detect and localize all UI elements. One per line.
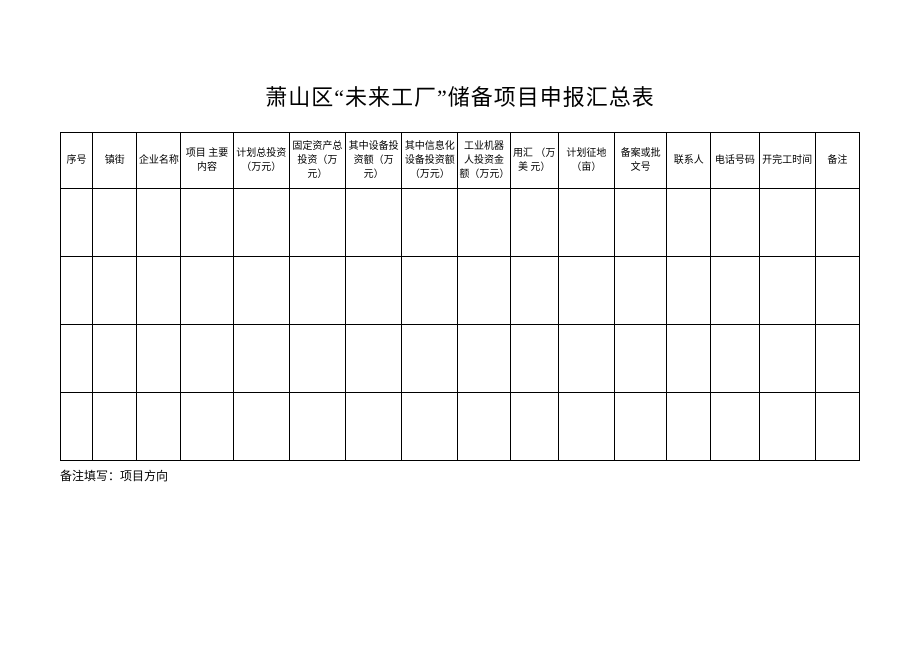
table-cell: [458, 257, 510, 325]
table-cell: [815, 325, 859, 393]
table-header: 序号: [61, 133, 93, 189]
table-cell: [759, 325, 815, 393]
table-cell: [346, 257, 402, 325]
table-header: 用汇 （万美 元）: [510, 133, 558, 189]
table-cell: [558, 393, 614, 461]
table-cell: [667, 393, 711, 461]
page-title: 萧山区“未来工厂”储备项目申报汇总表: [60, 80, 860, 112]
table-cell: [346, 189, 402, 257]
table-cell: [614, 393, 666, 461]
table-header: 项目 主要内容: [181, 133, 233, 189]
table-header-row: 序号 镇街 企业名称 项目 主要内容 计划总投资 （万元） 固定资产总 投资（万…: [61, 133, 860, 189]
summary-table: 序号 镇街 企业名称 项目 主要内容 计划总投资 （万元） 固定资产总 投资（万…: [60, 132, 860, 461]
table-header: 其中设备投 资额（万 元）: [346, 133, 402, 189]
table-cell: [711, 325, 759, 393]
table-row: [61, 325, 860, 393]
table-cell: [61, 189, 93, 257]
table-header: 其中信息化 设备投资额 （万元）: [402, 133, 458, 189]
table-cell: [759, 257, 815, 325]
table-header: 计划总投资 （万元）: [233, 133, 289, 189]
table-cell: [510, 189, 558, 257]
table-cell: [815, 393, 859, 461]
table-cell: [711, 189, 759, 257]
table-row: [61, 257, 860, 325]
table-cell: [93, 257, 137, 325]
table-cell: [614, 189, 666, 257]
table-header: 固定资产总 投资（万 元）: [289, 133, 345, 189]
table-header: 电话号码: [711, 133, 759, 189]
table-cell: [711, 257, 759, 325]
table-cell: [759, 393, 815, 461]
table-cell: [289, 393, 345, 461]
table-cell: [233, 189, 289, 257]
document-page: 萧山区“未来工厂”储备项目申报汇总表 序号 镇街 企业名称 项目 主要内容 计划…: [0, 0, 920, 524]
table-row: [61, 393, 860, 461]
table-header: 工业机器 人投资金 额（万元）: [458, 133, 510, 189]
table-cell: [61, 257, 93, 325]
table-cell: [402, 325, 458, 393]
table-cell: [667, 257, 711, 325]
table-cell: [233, 325, 289, 393]
table-row: [61, 189, 860, 257]
table-cell: [346, 393, 402, 461]
table-cell: [233, 393, 289, 461]
table-cell: [181, 257, 233, 325]
table-cell: [93, 189, 137, 257]
table-cell: [402, 257, 458, 325]
table-header: 联系人: [667, 133, 711, 189]
table-header: 计划征地 （亩）: [558, 133, 614, 189]
table-cell: [181, 189, 233, 257]
table-cell: [458, 325, 510, 393]
table-cell: [233, 257, 289, 325]
table-cell: [614, 257, 666, 325]
table-cell: [558, 257, 614, 325]
table-cell: [402, 393, 458, 461]
table-cell: [93, 393, 137, 461]
table-cell: [458, 189, 510, 257]
table-cell: [93, 325, 137, 393]
table-cell: [289, 257, 345, 325]
table-cell: [61, 393, 93, 461]
table-cell: [289, 325, 345, 393]
table-cell: [667, 189, 711, 257]
table-cell: [510, 257, 558, 325]
table-cell: [815, 189, 859, 257]
table-header: 开完工时间: [759, 133, 815, 189]
footnote-text: 备注填写：项目方向: [60, 467, 860, 484]
table-body: [61, 189, 860, 461]
table-cell: [137, 393, 181, 461]
table-cell: [558, 189, 614, 257]
table-cell: [510, 393, 558, 461]
table-header: 镇街: [93, 133, 137, 189]
table-header: 企业名称: [137, 133, 181, 189]
table-cell: [402, 189, 458, 257]
table-cell: [137, 325, 181, 393]
table-cell: [815, 257, 859, 325]
table-cell: [61, 325, 93, 393]
table-cell: [181, 393, 233, 461]
table-cell: [137, 189, 181, 257]
table-cell: [137, 257, 181, 325]
table-cell: [614, 325, 666, 393]
table-cell: [289, 189, 345, 257]
table-cell: [558, 325, 614, 393]
table-header: 备注: [815, 133, 859, 189]
table-cell: [458, 393, 510, 461]
table-cell: [510, 325, 558, 393]
table-cell: [346, 325, 402, 393]
table-cell: [667, 325, 711, 393]
table-cell: [711, 393, 759, 461]
table-header: 备案或批 文号: [614, 133, 666, 189]
table-cell: [181, 325, 233, 393]
table-cell: [759, 189, 815, 257]
